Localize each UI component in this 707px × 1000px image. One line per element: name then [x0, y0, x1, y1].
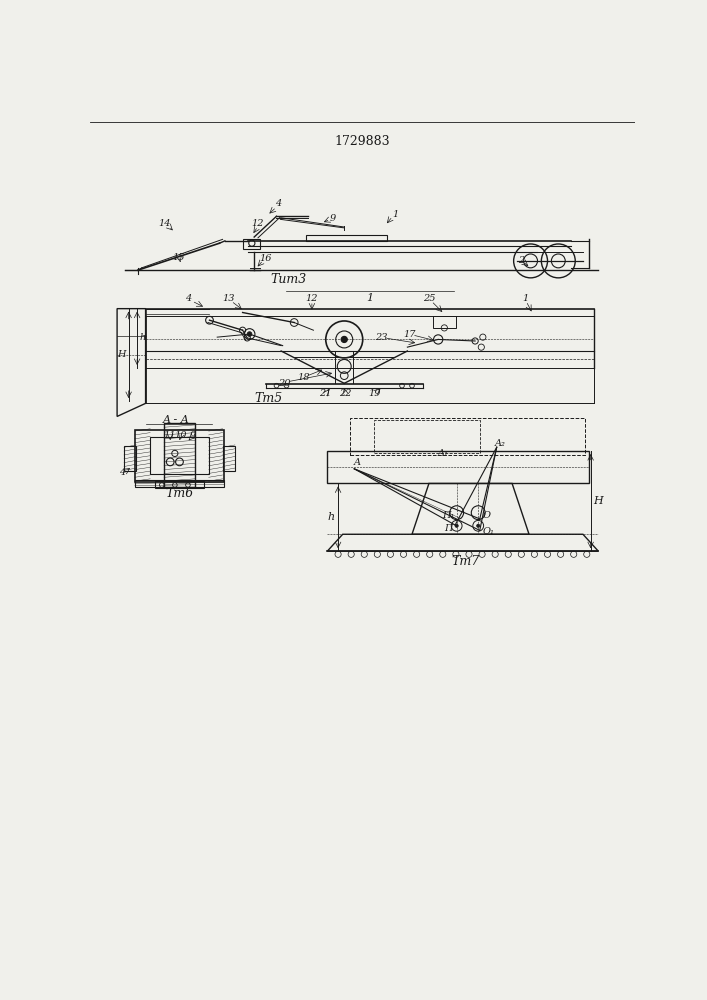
Text: 4: 4	[275, 199, 281, 208]
Bar	[155, 481, 204, 488]
Bar	[135, 480, 224, 487]
Text: O₁: O₁	[482, 527, 494, 536]
Bar	[135, 430, 224, 482]
Text: 17: 17	[404, 330, 416, 339]
Text: 4: 4	[119, 468, 126, 477]
Text: 23: 23	[375, 333, 387, 342]
Text: Τт6: Τт6	[165, 487, 194, 500]
Text: П: П	[444, 524, 452, 533]
Text: 16: 16	[259, 254, 272, 263]
Text: 14: 14	[158, 219, 171, 228]
Bar	[351, 418, 585, 455]
Text: Τт7: Τт7	[451, 555, 479, 568]
Circle shape	[455, 524, 458, 527]
Text: 4: 4	[185, 294, 191, 303]
Bar	[373, 420, 480, 453]
Text: 9: 9	[329, 214, 336, 223]
Text: h: h	[327, 512, 334, 522]
Bar	[305, 235, 387, 241]
Text: 13: 13	[223, 294, 235, 303]
Text: A₁: A₁	[438, 449, 448, 458]
Text: 22: 22	[339, 389, 352, 398]
Bar	[223, 446, 235, 471]
Text: 15: 15	[173, 253, 185, 262]
Circle shape	[247, 332, 252, 336]
Bar	[243, 239, 259, 249]
Bar	[124, 446, 136, 471]
Text: 25: 25	[423, 294, 436, 303]
Bar	[433, 316, 456, 328]
Text: H: H	[592, 496, 602, 506]
Text: 1: 1	[522, 294, 528, 303]
Text: H: H	[117, 350, 126, 359]
Text: 1729883: 1729883	[334, 135, 390, 148]
Text: Τит3: Τит3	[271, 273, 307, 286]
Circle shape	[477, 524, 480, 527]
Bar	[164, 423, 195, 487]
Text: 20: 20	[278, 379, 291, 388]
Text: A: A	[354, 458, 361, 467]
Text: 18: 18	[297, 373, 310, 382]
Text: 21: 21	[319, 389, 332, 398]
Text: 9: 9	[189, 431, 196, 440]
Bar	[150, 437, 209, 474]
Text: 1: 1	[366, 293, 373, 303]
Text: 12: 12	[305, 294, 318, 303]
Text: 2: 2	[518, 256, 525, 265]
Text: 19: 19	[369, 389, 381, 398]
Text: A₂: A₂	[494, 439, 506, 448]
Text: 12: 12	[252, 219, 264, 228]
Text: O: O	[483, 511, 491, 520]
Text: 11: 11	[163, 431, 176, 440]
Text: h: h	[139, 333, 146, 342]
Text: П₁: П₁	[442, 511, 455, 520]
Text: A - A: A - A	[163, 415, 189, 425]
Bar	[327, 451, 589, 483]
Text: 1: 1	[392, 210, 399, 219]
Text: 10: 10	[175, 431, 187, 440]
Circle shape	[341, 336, 347, 343]
Text: Τт5: Τт5	[255, 392, 283, 405]
